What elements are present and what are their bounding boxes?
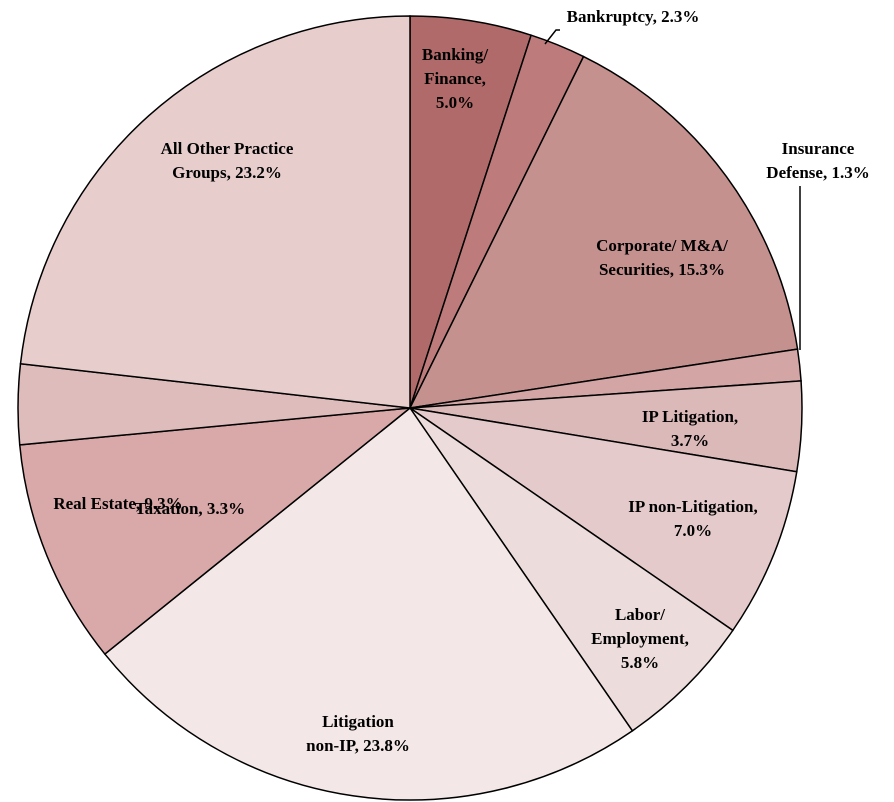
data-label: Groups, 23.2% bbox=[172, 163, 282, 182]
data-label: Bankruptcy, 2.3% bbox=[567, 7, 700, 26]
data-label: non-IP, 23.8% bbox=[306, 736, 410, 755]
labels: Banking/Finance, 5.0% Bankruptcy, 2.3% Corp… bbox=[53, 7, 869, 755]
data-label: 7.0% bbox=[674, 521, 712, 540]
data-label: Labor/ bbox=[615, 605, 665, 624]
data-label: 3.7% bbox=[671, 431, 709, 450]
pie-slice bbox=[408, 55, 799, 409]
data-label: 5.8% bbox=[621, 653, 659, 672]
data-label: Corporate/ M&A/ bbox=[596, 236, 728, 255]
pie-slice bbox=[103, 406, 634, 801]
data-label: Employment, bbox=[591, 629, 689, 648]
data-label: Defense, 1.3% bbox=[766, 163, 869, 182]
data-label: Insurance bbox=[782, 139, 855, 158]
data-label: Taxation, 3.3% bbox=[135, 499, 245, 518]
data-label: All Other Practice bbox=[161, 139, 294, 158]
data-label: 5.0% bbox=[436, 93, 474, 112]
pie-slice bbox=[409, 407, 734, 732]
leader-line bbox=[544, 29, 560, 45]
pie-slice bbox=[18, 407, 413, 656]
data-label: Finance, bbox=[424, 69, 486, 88]
pie-slice bbox=[409, 407, 798, 632]
data-label: Real Estate, 9.3% bbox=[53, 494, 182, 513]
data-label: IP non-Litigation, bbox=[628, 497, 757, 516]
slices bbox=[17, 15, 803, 801]
data-label: Securities, 15.3% bbox=[599, 260, 725, 279]
data-label: Litigation bbox=[322, 712, 394, 731]
pie-slice bbox=[19, 15, 411, 409]
data-label: Banking/ bbox=[422, 45, 488, 64]
data-label: IP Litigation, bbox=[642, 407, 738, 426]
